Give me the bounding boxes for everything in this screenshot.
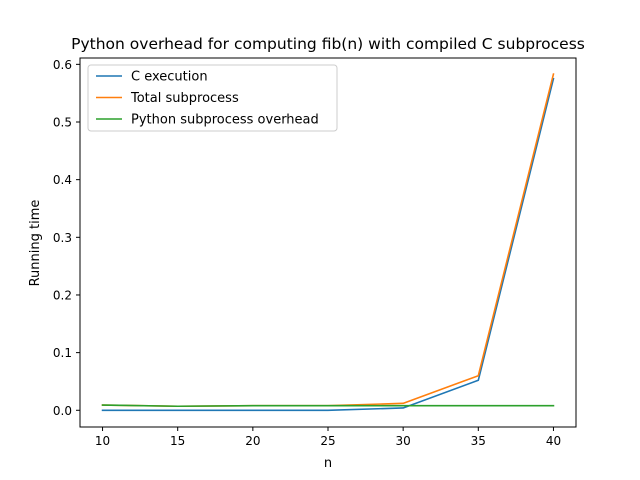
x-tick-label: 20 xyxy=(245,434,260,448)
legend-frame xyxy=(87,64,338,132)
series-line-3 xyxy=(101,404,555,408)
y-tick-label: 0.0 xyxy=(53,404,72,418)
legend: C execution Total subprocess Python subpro… xyxy=(87,64,338,132)
y-tick-label: 0.3 xyxy=(53,231,72,245)
series-lines xyxy=(101,73,555,412)
x-tick-label: 15 xyxy=(170,434,185,448)
x-tick-label: 40 xyxy=(546,434,561,448)
series-line-1 xyxy=(101,77,555,412)
legend-label: Total subprocess xyxy=(130,91,239,106)
y-axis: 0.0 0.1 0.2 0.3 0.4 0.5 0.6 xyxy=(53,58,80,418)
legend-label: Python subprocess overhead xyxy=(131,113,319,128)
chart-title: Python overhead for computing fib(n) wit… xyxy=(71,35,585,53)
x-tick-label: 25 xyxy=(320,434,335,448)
x-axis: 10 15 20 25 30 35 40 xyxy=(95,427,561,448)
y-tick-label: 0.2 xyxy=(53,288,72,302)
x-axis-label: n xyxy=(324,456,332,471)
legend-label: C execution xyxy=(131,70,208,85)
y-tick-label: 0.4 xyxy=(53,173,72,187)
x-tick-label: 35 xyxy=(471,434,486,448)
y-axis-label: Running time xyxy=(28,200,43,287)
x-tick-label: 10 xyxy=(95,434,110,448)
y-tick-label: 0.5 xyxy=(53,115,72,129)
x-tick-label: 30 xyxy=(396,434,411,448)
y-tick-label: 0.1 xyxy=(53,346,72,360)
y-tick-label: 0.6 xyxy=(53,58,72,72)
